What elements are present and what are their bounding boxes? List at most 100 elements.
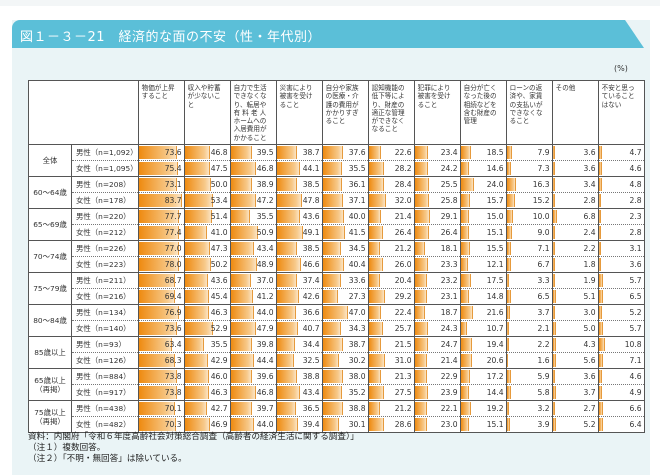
value-bar [552,402,555,415]
value-bar [598,306,603,319]
value-label: 21.2 [394,404,412,413]
value-label: 6.8 [583,212,596,221]
value-cell: 31.0 [367,352,415,369]
value-label: 70.1 [164,404,182,413]
table-row: 80～84歳 男性（n=134） 76.9 46.3 44.0 36.6 47.0 22.4 1… [28,304,645,337]
value-bar [598,338,606,351]
value-cell: 47.8 [275,192,323,209]
value-cell: 7.1 [597,352,645,369]
value-cell: 28.4 [367,176,415,193]
value-label: 21.6 [486,308,504,317]
value-bar [552,306,556,319]
value-cell: 4.8 [597,176,645,193]
value-cell: 43.6 [183,272,231,289]
value-cell: 6.5 [505,288,553,305]
table-row: 女性（n=917） 73.8 46.3 46.8 43.4 35.2 27.5 23.9 14.… [29,384,645,401]
value-cell: 2.8 [551,192,599,209]
value-cell: 2.7 [551,400,599,417]
value-cell: 41.0 [183,224,231,241]
row-label: 男性（n=93） [71,336,139,353]
value-label: 16.3 [532,180,550,189]
value-cell: 30.2 [321,352,369,369]
value-label: 4.7 [629,148,642,157]
value-bar [460,162,470,175]
value-label: 23.2 [440,276,458,285]
value-label: 49.1 [302,228,320,237]
value-cell: 68.3 [137,352,185,369]
value-label: 14.4 [486,388,504,397]
value-bar [552,370,556,383]
value-label: 46.0 [210,372,228,381]
value-bar [368,418,385,431]
value-cell: 22.6 [367,144,415,161]
value-cell: 52.9 [183,320,231,337]
value-cell: 47.9 [229,320,277,337]
value-label: 24.2 [440,164,458,173]
value-label: 9.0 [537,228,550,237]
value-label: 1.9 [583,276,596,285]
value-bar [368,322,383,335]
value-label: 4.3 [583,340,596,349]
value-cell: 5.8 [505,384,553,401]
column-header: 認知機能の 低下等によ り、財産の 適正な管理 ができなく なること [367,80,415,145]
value-label: 37.1 [348,196,366,205]
value-cell: 7.1 [505,240,553,257]
value-bar [598,322,603,335]
value-label: 21.4 [440,356,458,365]
column-header: 犯罪により 被害を受け ること [413,80,461,145]
row-label: 男性（n=1,092） [71,144,139,161]
value-bar [414,194,429,207]
group-label: 70～74歳 [28,240,72,273]
value-bar [506,226,513,239]
value-label: 77.4 [164,228,182,237]
value-label: 5.0 [583,324,596,333]
row-label: 女性（n=1,095） [71,160,139,177]
value-bar [506,210,513,223]
value-bar [276,338,296,351]
value-label: 1.6 [537,356,550,365]
value-bar [598,370,602,383]
value-cell: 21.4 [367,208,415,225]
value-label: 3.6 [583,372,596,381]
value-bar [230,162,256,175]
value-cell: 39.8 [229,336,277,353]
value-label: 2.8 [629,196,642,205]
value-label: 24.7 [440,340,458,349]
value-cell: 21.5 [367,336,415,353]
value-bar [506,258,512,271]
value-label: 24.0 [486,180,504,189]
value-label: 5.6 [583,356,596,365]
value-cell: 34.3 [321,320,369,337]
value-bar [460,274,471,287]
value-label: 19.4 [486,340,504,349]
value-label: 25.7 [394,324,412,333]
figure-title: 図１－３－21 経済的な面の不安（性・年代別） [20,30,322,45]
value-label: 73.8 [164,388,182,397]
value-cell: 14.4 [459,384,507,401]
value-label: 2.4 [583,228,596,237]
value-label: 38.5 [302,180,320,189]
value-cell: 3.7 [551,384,599,401]
value-label: 47.5 [210,164,228,173]
value-cell: 3.7 [505,304,553,321]
value-bar [506,370,511,383]
value-cell: 35.5 [321,160,369,177]
value-label: 21.2 [394,244,412,253]
value-bar [276,290,300,303]
value-bar [460,370,471,383]
value-bar [552,338,556,351]
value-bar [368,210,381,223]
value-bar [184,370,210,383]
value-bar [276,258,302,271]
value-label: 63.4 [164,340,182,349]
value-cell: 17.5 [459,272,507,289]
value-bar [322,322,342,335]
value-label: 2.7 [583,404,596,413]
value-label: 43.4 [302,388,320,397]
value-label: 5.1 [583,292,596,301]
value-label: 30.1 [348,420,366,429]
value-label: 33.6 [348,276,366,285]
value-bar [506,146,512,159]
value-label: 77.0 [164,244,182,253]
value-label: 73.1 [164,180,182,189]
